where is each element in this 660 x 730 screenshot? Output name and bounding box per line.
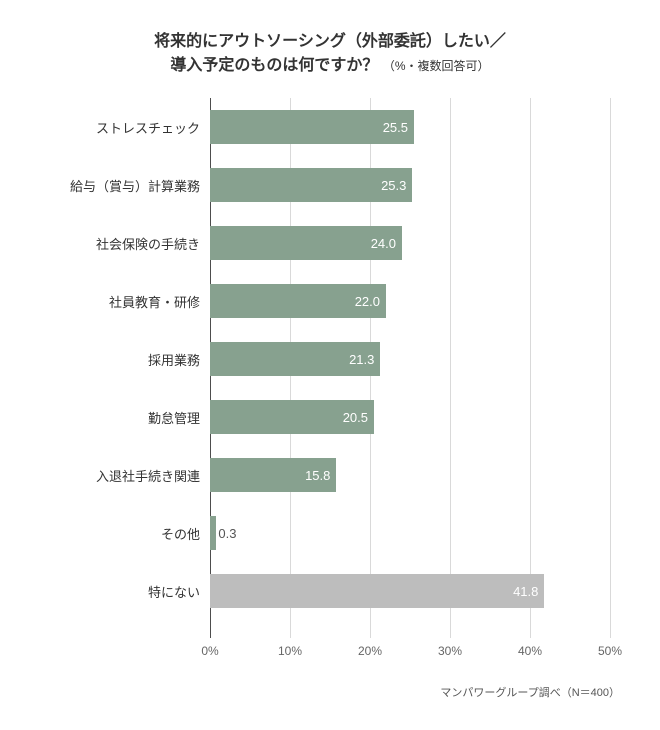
- bar: 24.0: [210, 226, 402, 260]
- bar: 41.8: [210, 574, 544, 608]
- bar-category-label: 採用業務: [50, 350, 210, 369]
- plot-area: ストレスチェック 25.5 給与（賞与）計算業務 25.3 社会保険の手続き 24.0 社員…: [50, 98, 610, 638]
- bar-row: 採用業務 21.3: [50, 342, 610, 376]
- chart-title-line1: 将来的にアウトソーシング（外部委託）したい／: [154, 33, 506, 50]
- bar: 21.3: [210, 342, 380, 376]
- bar-value-label: 41.8: [513, 584, 538, 599]
- x-tick-label: 50%: [598, 644, 622, 658]
- bar-category-label: 入退社手続き関連: [50, 466, 210, 485]
- chart-title-line2: 導入予定のものは何ですか？: [170, 57, 378, 74]
- bar: 15.8: [210, 458, 336, 492]
- bar-category-label: 社員教育・研修: [50, 292, 210, 311]
- gridline: [610, 98, 611, 638]
- bar-value-label: 15.8: [305, 468, 330, 483]
- bar-row: ストレスチェック 25.5: [50, 110, 610, 144]
- bar-track: 25.3: [210, 168, 610, 202]
- bar: 20.5: [210, 400, 374, 434]
- bar: 25.3: [210, 168, 412, 202]
- bar-row: 社員教育・研修 22.0: [50, 284, 610, 318]
- bar-row: 入退社手続き関連 15.8: [50, 458, 610, 492]
- bar-track: 22.0: [210, 284, 610, 318]
- bar-row: その他0.3: [50, 516, 610, 550]
- bar-value-label: 22.0: [355, 294, 380, 309]
- chart-title-suffix: （%・複数回答可）: [383, 59, 490, 73]
- bar-category-label: 給与（賞与）計算業務: [50, 176, 210, 195]
- bar-category-label: その他: [50, 524, 210, 543]
- x-tick-label: 20%: [358, 644, 382, 658]
- bar-value-label: 25.5: [383, 120, 408, 135]
- bar-category-label: ストレスチェック: [50, 118, 210, 137]
- bar-value-label: 20.5: [343, 410, 368, 425]
- bar-track: 41.8: [210, 574, 610, 608]
- bar-category-label: 勤怠管理: [50, 408, 210, 427]
- bar-category-label: 社会保険の手続き: [50, 234, 210, 253]
- x-tick-label: 10%: [278, 644, 302, 658]
- bar-row: 特にない 41.8: [50, 574, 610, 608]
- bar-value-label: 21.3: [349, 352, 374, 367]
- bar-category-label: 特にない: [50, 582, 210, 601]
- bar: 25.5: [210, 110, 414, 144]
- x-tick-label: 30%: [438, 644, 462, 658]
- x-tick-label: 0%: [201, 644, 218, 658]
- chart-container: 将来的にアウトソーシング（外部委託）したい／ 導入予定のものは何ですか？ （%・…: [0, 0, 660, 730]
- bar-row: 社会保険の手続き 24.0: [50, 226, 610, 260]
- bar-row: 勤怠管理 20.5: [50, 400, 610, 434]
- bar-track: 21.3: [210, 342, 610, 376]
- bar-value-label: 24.0: [371, 236, 396, 251]
- bar-track: 24.0: [210, 226, 610, 260]
- bar-track: 15.8: [210, 458, 610, 492]
- bar-track: 0.3: [210, 516, 610, 550]
- bar: 22.0: [210, 284, 386, 318]
- x-tick-label: 40%: [518, 644, 542, 658]
- bar-track: 25.5: [210, 110, 610, 144]
- bar-row: 給与（賞与）計算業務 25.3: [50, 168, 610, 202]
- source-note: マンパワーグループ調べ（N＝400）: [440, 684, 620, 700]
- bar-value-label: 25.3: [381, 178, 406, 193]
- chart-title: 将来的にアウトソーシング（外部委託）したい／ 導入予定のものは何ですか？ （%・…: [40, 30, 620, 78]
- bar-track: 20.5: [210, 400, 610, 434]
- bar-value-label: 0.3: [212, 516, 236, 550]
